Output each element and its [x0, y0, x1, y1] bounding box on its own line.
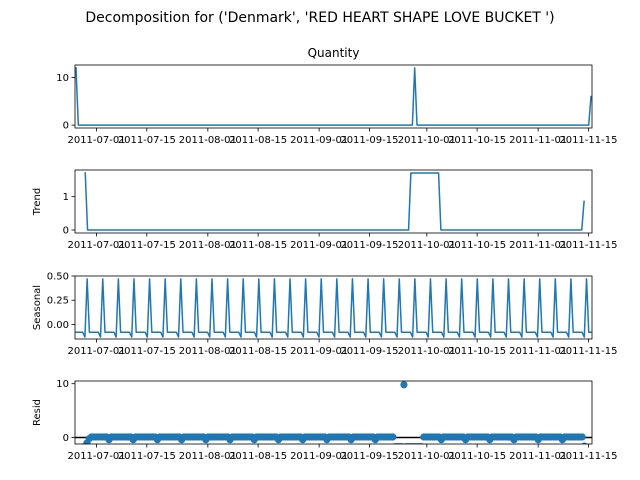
y-tick-label: 0 — [63, 121, 69, 132]
x-tick-label: 2011-07-15 — [118, 451, 176, 462]
series-line-seasonal — [75, 278, 592, 338]
x-tick-label: 2011-08-01 — [179, 346, 237, 357]
x-tick-label: 2011-10-15 — [448, 346, 506, 357]
x-tick-label: 2011-09-01 — [290, 451, 348, 462]
y-tick-label: 1 — [63, 192, 69, 203]
x-tick-label: 2011-07-01 — [67, 346, 125, 357]
axes-frame — [74, 380, 593, 445]
x-tick-label: 2011-07-15 — [118, 346, 176, 357]
y-tick-label: 0.50 — [47, 272, 69, 283]
plot-area — [75, 278, 592, 338]
x-tick-label: 2011-08-15 — [229, 135, 287, 146]
x-tick-label: 2011-10-15 — [448, 135, 506, 146]
resid-point — [400, 381, 408, 389]
y-axis-label: Resid — [32, 399, 43, 426]
y-tick-label: 0 — [63, 433, 69, 444]
series-line-trend — [84, 172, 585, 231]
x-tick-label: 2011-11-01 — [509, 135, 567, 146]
x-tick-label: 2011-09-01 — [290, 135, 348, 146]
x-tick-label: 2011-10-15 — [448, 451, 506, 462]
y-tick-label: 0 — [63, 226, 69, 237]
x-tick-label: 2011-07-01 — [67, 451, 125, 462]
x-tick-label: 2011-07-01 — [67, 135, 125, 146]
x-tick-label: 2011-11-15 — [559, 346, 617, 357]
plot-area — [81, 381, 588, 444]
x-tick-label: 2011-11-01 — [509, 346, 567, 357]
x-tick-label: 2011-10-01 — [398, 135, 456, 146]
x-tick-label: 2011-07-15 — [118, 135, 176, 146]
x-tick-label: 2011-08-15 — [229, 240, 287, 251]
x-tick-label: 2011-10-15 — [448, 240, 506, 251]
y-tick-label: 10 — [56, 73, 69, 84]
x-tick-label: 2011-11-01 — [509, 451, 567, 462]
x-tick-label: 2011-07-15 — [118, 240, 176, 251]
resid-point — [578, 433, 586, 441]
axes-frame — [74, 275, 593, 340]
series-line-quantity — [75, 67, 592, 126]
x-tick-label: 2011-11-01 — [509, 240, 567, 251]
x-tick-label: 2011-11-15 — [559, 451, 617, 462]
y-axis-label: Seasonal — [32, 285, 43, 330]
plot-area — [84, 172, 585, 231]
x-tick-label: 2011-10-01 — [398, 240, 456, 251]
axes-frame — [74, 169, 593, 234]
x-tick-label: 2011-11-15 — [559, 135, 617, 146]
x-tick-label: 2011-09-15 — [340, 346, 398, 357]
x-tick-label: 2011-09-15 — [340, 135, 398, 146]
resid-point — [389, 433, 397, 441]
x-tick-label: 2011-07-01 — [67, 240, 125, 251]
y-axis-label: Trend — [32, 188, 43, 216]
x-tick-label: 2011-08-15 — [229, 451, 287, 462]
y-tick-label: 0.00 — [47, 320, 69, 331]
x-tick-label: 2011-08-01 — [179, 135, 237, 146]
x-tick-label: 2011-09-15 — [340, 240, 398, 251]
x-tick-label: 2011-08-15 — [229, 346, 287, 357]
y-tick-label: 10 — [56, 379, 69, 390]
x-tick-label: 2011-08-01 — [179, 240, 237, 251]
plot-area — [75, 67, 592, 126]
x-tick-label: 2011-11-15 — [559, 240, 617, 251]
figure-suptitle: Decomposition for ('Denmark', 'RED HEART… — [85, 10, 554, 26]
y-tick-label: 0.25 — [47, 296, 69, 307]
x-tick-label: 2011-09-01 — [290, 240, 348, 251]
panel-title: Quantity — [308, 46, 360, 60]
x-tick-label: 2011-10-01 — [398, 346, 456, 357]
x-tick-label: 2011-09-15 — [340, 451, 398, 462]
axes-frame — [74, 64, 593, 129]
x-tick-label: 2011-09-01 — [290, 346, 348, 357]
x-tick-label: 2011-10-01 — [398, 451, 456, 462]
x-tick-label: 2011-08-01 — [179, 451, 237, 462]
